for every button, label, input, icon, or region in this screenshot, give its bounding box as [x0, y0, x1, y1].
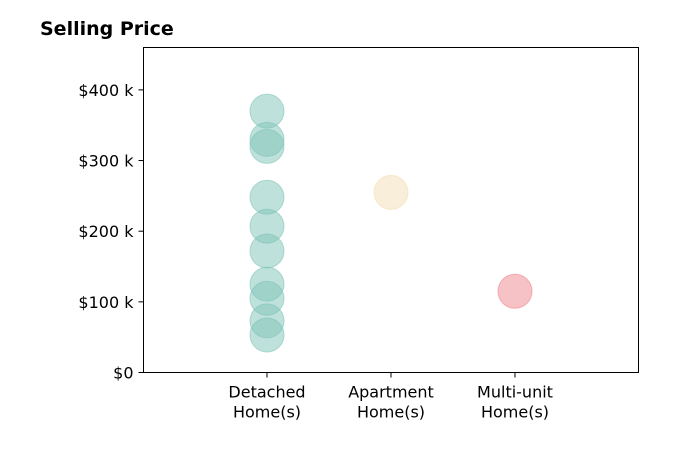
y-tick-label: $0: [113, 364, 133, 383]
chart-title: Selling Price: [40, 18, 174, 40]
data-point: [249, 317, 285, 353]
data-point: [249, 233, 285, 269]
x-tick-label: Multi-unit Home(s): [477, 383, 553, 422]
data-point: [373, 174, 409, 210]
plot-frame: [143, 47, 639, 373]
x-tick-label: Detached Home(s): [228, 383, 305, 422]
x-axis: Detached Home(s) Apartment Home(s) Multi-uni…: [228, 372, 553, 422]
data-points: [249, 93, 533, 353]
data-point: [249, 128, 285, 164]
y-axis: $0 $100 k $200 k $300 k $400 k: [78, 81, 144, 383]
y-tick-label: $400 k: [78, 81, 134, 100]
data-point: [497, 273, 533, 309]
y-tick-label: $100 k: [78, 293, 134, 312]
y-tick-label: $200 k: [78, 222, 134, 241]
y-tick-label: $300 k: [78, 152, 134, 171]
x-tick-label: Apartment Home(s): [348, 383, 434, 422]
